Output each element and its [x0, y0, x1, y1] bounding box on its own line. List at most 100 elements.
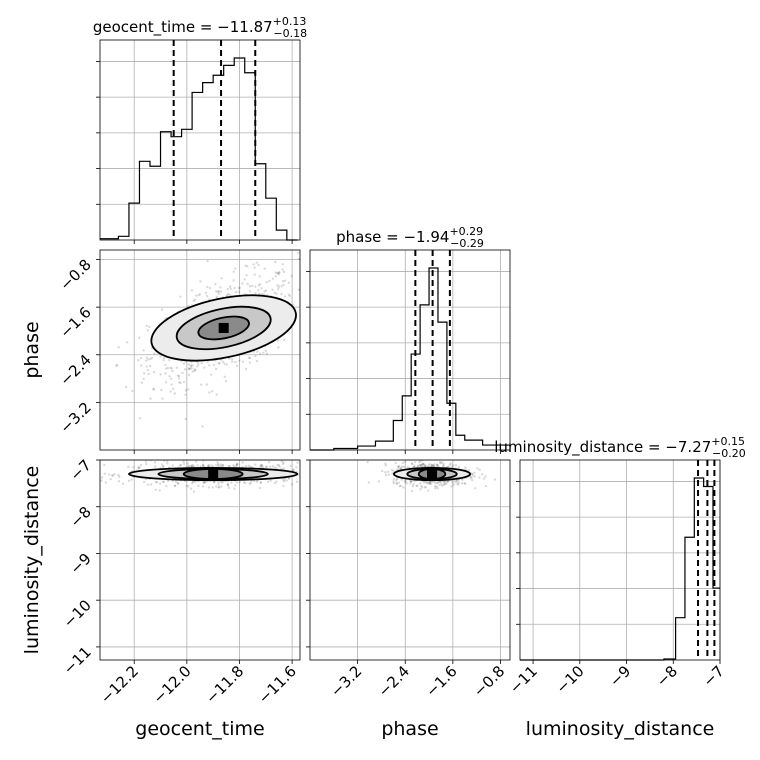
sample-point — [191, 364, 194, 367]
panel-title: phase = −1.94+0.29 −0.29 — [336, 225, 484, 250]
sample-point — [295, 480, 299, 484]
sample-point — [229, 287, 232, 290]
sample-point — [454, 464, 458, 467]
hist-panel-phase: phase = −1.94+0.29 −0.29 — [306, 225, 511, 454]
sample-point — [228, 285, 232, 288]
sample-point — [443, 481, 446, 484]
sample-point — [255, 359, 259, 363]
sample-point — [433, 484, 437, 488]
sample-point — [274, 260, 277, 264]
sample-point — [190, 289, 194, 292]
sample-point — [197, 294, 200, 297]
sample-point — [149, 357, 152, 361]
sample-point — [205, 294, 209, 298]
sample-point — [248, 361, 252, 364]
sample-point — [191, 463, 194, 467]
sample-point — [277, 273, 281, 276]
sample-point — [301, 466, 303, 468]
sample-point — [200, 361, 204, 365]
sample-point — [470, 472, 474, 476]
sample-point — [258, 486, 262, 490]
panel-title: luminosity_distance = −7.27+0.15 −0.20 — [494, 435, 745, 460]
sample-point — [399, 484, 403, 488]
sample-point — [170, 367, 173, 370]
sample-point — [325, 292, 327, 294]
sample-point — [144, 462, 148, 466]
sample-point — [253, 273, 256, 276]
gridlines — [100, 459, 300, 660]
sample-point — [159, 482, 162, 486]
sample-point — [332, 474, 334, 476]
sample-point — [93, 483, 95, 485]
sample-point — [323, 331, 325, 333]
sample-point — [139, 356, 143, 360]
sample-point — [220, 485, 223, 488]
sample-point — [396, 478, 399, 481]
sample-point — [287, 281, 291, 284]
sample-point — [189, 465, 193, 468]
sample-point — [409, 480, 413, 483]
sample-point — [179, 381, 182, 385]
sample-point — [178, 464, 182, 467]
sample-point — [168, 375, 171, 378]
sample-point — [162, 465, 165, 468]
sample-point — [196, 361, 200, 364]
sample-point — [410, 462, 414, 466]
sample-point — [422, 462, 425, 466]
sample-point — [277, 464, 281, 467]
sample-point — [438, 480, 442, 483]
sample-point — [392, 469, 395, 473]
title-sub: −0.29 — [450, 237, 484, 250]
sample-point — [191, 480, 195, 484]
sample-point — [221, 463, 225, 467]
sample-point — [217, 361, 221, 365]
sample-point — [187, 373, 191, 377]
sample-point — [160, 463, 164, 466]
y-tick-label: −2.4 — [56, 351, 94, 389]
sample-point — [401, 465, 404, 468]
sample-point — [446, 480, 450, 483]
sample-point — [328, 475, 330, 477]
title-main: geocent_time = −11.87 — [93, 18, 273, 37]
sample-point — [221, 464, 224, 467]
sample-point — [431, 480, 435, 483]
sample-point — [409, 482, 412, 485]
sample-point — [221, 480, 225, 483]
sample-point — [153, 352, 156, 355]
sample-point — [165, 460, 169, 463]
sample-point — [442, 483, 446, 486]
sample-point — [421, 462, 424, 466]
sample-point — [470, 478, 474, 482]
sample-point — [403, 480, 407, 483]
sample-point — [273, 291, 276, 295]
sample-point — [418, 482, 422, 485]
sample-point — [117, 346, 120, 349]
x-tick-label: −11.6 — [255, 662, 300, 707]
title-sup: +0.29 — [449, 225, 483, 238]
sample-point — [248, 290, 251, 293]
sample-point — [463, 482, 466, 485]
sample-point — [152, 388, 155, 391]
sample-point — [201, 485, 205, 488]
sample-point — [404, 460, 407, 463]
sample-point — [463, 482, 467, 485]
sample-point — [282, 338, 286, 341]
sample-point — [271, 277, 275, 280]
sample-point — [453, 479, 456, 482]
sample-point — [202, 460, 205, 462]
sample-point — [226, 292, 230, 296]
sample-point — [174, 480, 178, 484]
sample-point — [137, 467, 141, 470]
sample-point — [160, 308, 164, 311]
sample-point — [257, 263, 260, 267]
sample-point — [297, 288, 300, 291]
sample-point — [248, 482, 251, 485]
sample-point — [474, 487, 477, 490]
sample-point — [464, 466, 467, 469]
sample-point — [268, 465, 272, 469]
sample-point — [281, 268, 284, 271]
sample-point — [440, 483, 443, 486]
sample-point — [171, 387, 175, 390]
sample-point — [118, 475, 121, 479]
sample-point — [400, 478, 403, 481]
